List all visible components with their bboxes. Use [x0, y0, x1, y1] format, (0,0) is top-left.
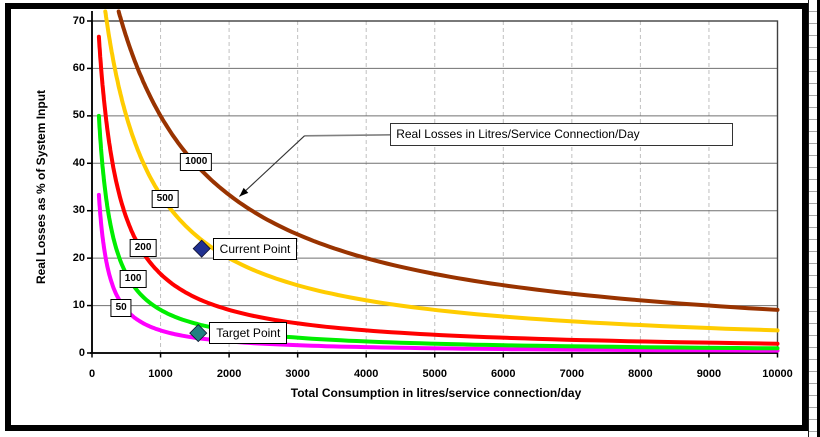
- annotation-leader: [304, 134, 391, 137]
- y-tick-label: 70: [72, 14, 85, 27]
- x-tick-label: 3000: [285, 368, 310, 380]
- curve-200: [96, 34, 780, 346]
- annotation-real-losses: Real Losses in Litres/Service Connection…: [390, 123, 734, 147]
- x-tick-label: 8000: [628, 368, 653, 380]
- current-point-label: Current Point: [212, 237, 298, 260]
- x-tick-label: 0: [88, 368, 96, 380]
- x-tick-label: 6000: [491, 368, 516, 380]
- page-edge-line: [817, 0, 820, 437]
- y-tick-label: 30: [72, 204, 85, 217]
- curve-label-1000: 1000: [180, 153, 213, 172]
- y-tick-label: 10: [72, 299, 85, 312]
- x-tick-label: 9000: [696, 368, 722, 380]
- curve-1000: [116, 9, 780, 312]
- curve-100: [96, 113, 780, 351]
- x-tick-label: 7000: [559, 368, 585, 380]
- curve-50: [96, 192, 780, 353]
- x-tick-label: 4000: [353, 368, 379, 380]
- annotation-arrowhead: [239, 187, 249, 197]
- y-tick-label: 0: [78, 346, 85, 359]
- x-tick-label: 1000: [148, 368, 173, 380]
- target-point-marker: [189, 324, 208, 343]
- curve-label-100: 100: [119, 270, 147, 288]
- curve-label-50: 50: [110, 299, 132, 318]
- page-edge-strip: [808, 0, 818, 437]
- y-tick-label: 20: [72, 251, 85, 264]
- y-tick-label: 40: [72, 156, 85, 169]
- curve-label-500: 500: [151, 190, 179, 209]
- current-point-marker: [192, 239, 211, 258]
- target-point-label: Target Point: [209, 322, 288, 345]
- curve-label-200: 200: [129, 239, 157, 258]
- x-tick-label: 5000: [422, 368, 447, 380]
- annotation-arrow-line: [239, 135, 305, 197]
- y-axis-title: Real Losses as % of System Input: [34, 89, 48, 285]
- x-tick-label: 10000: [762, 368, 793, 380]
- x-tick-label: 2000: [216, 368, 242, 380]
- curve-500: [103, 9, 780, 333]
- x-axis-title: Total Consumption in litres/service conn…: [290, 386, 582, 400]
- y-tick-label: 60: [72, 61, 85, 74]
- y-tick-label: 50: [72, 109, 85, 122]
